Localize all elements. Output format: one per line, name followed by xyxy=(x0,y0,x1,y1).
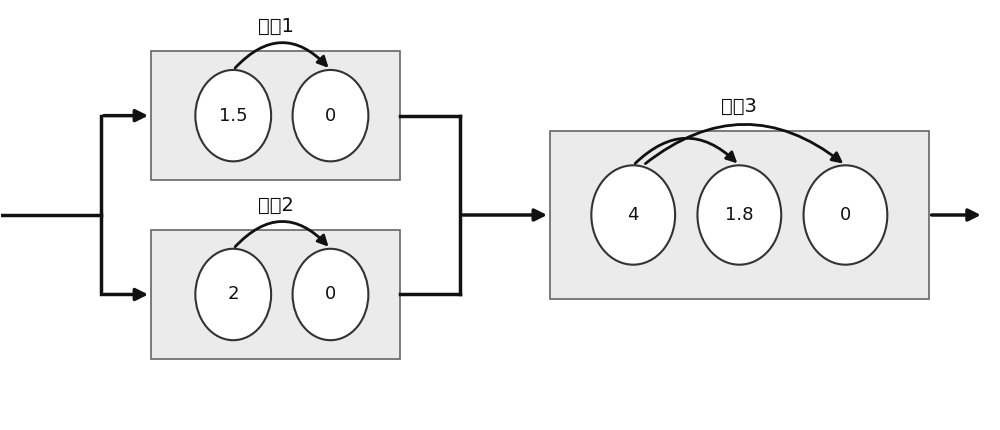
Text: 部件3: 部件3 xyxy=(721,97,757,116)
Text: 1.5: 1.5 xyxy=(219,107,248,125)
Ellipse shape xyxy=(293,70,368,161)
Ellipse shape xyxy=(591,165,675,265)
Text: 部件2: 部件2 xyxy=(258,196,294,215)
Ellipse shape xyxy=(195,249,271,340)
Ellipse shape xyxy=(804,165,887,265)
Text: 0: 0 xyxy=(840,206,851,224)
Text: 0: 0 xyxy=(325,107,336,125)
Text: 部件1: 部件1 xyxy=(258,17,294,36)
Text: 4: 4 xyxy=(627,206,639,224)
Bar xyxy=(151,51,400,180)
FancyArrowPatch shape xyxy=(235,43,326,68)
Ellipse shape xyxy=(195,70,271,161)
Ellipse shape xyxy=(293,249,368,340)
FancyArrowPatch shape xyxy=(635,138,735,163)
FancyArrowPatch shape xyxy=(645,124,841,163)
Text: 0: 0 xyxy=(325,286,336,304)
Text: 2: 2 xyxy=(227,286,239,304)
Ellipse shape xyxy=(697,165,781,265)
FancyArrowPatch shape xyxy=(235,221,326,247)
Text: 1.8: 1.8 xyxy=(725,206,754,224)
Bar xyxy=(550,131,929,299)
Bar xyxy=(151,230,400,359)
